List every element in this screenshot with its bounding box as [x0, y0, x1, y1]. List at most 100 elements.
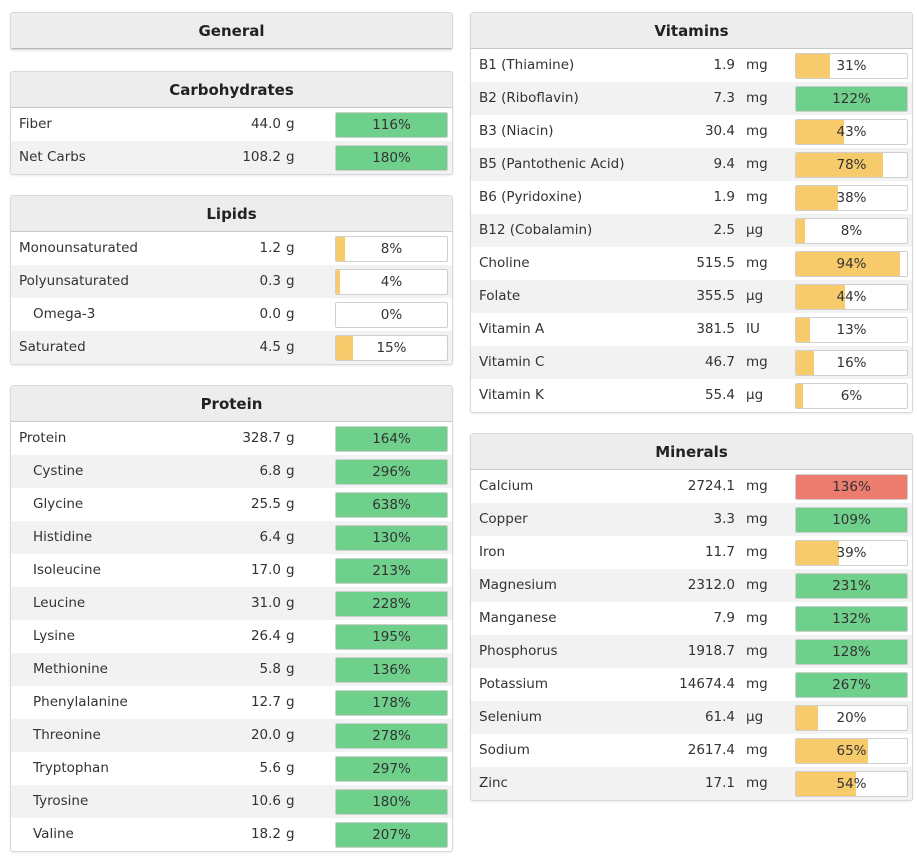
percent-bar: 228%: [335, 591, 448, 617]
percent-bar-fill: [796, 186, 839, 210]
nutrient-name: Threonine: [33, 727, 101, 743]
lipids-header: Lipids: [11, 196, 452, 232]
nutrient-row: Selenium 61.4 µg 20%: [471, 701, 912, 734]
nutrient-name: Calcium: [479, 478, 534, 494]
nutrient-amount: 1.9: [713, 57, 735, 73]
nutrient-amount: 2724.1: [687, 478, 735, 494]
percent-bar: 231%: [795, 573, 908, 599]
nutrient-unit: g: [286, 463, 295, 479]
nutrient-row: B2 (Riboflavin) 7.3 mg 122%: [471, 82, 912, 115]
nutrient-row: Omega-3 0.0 g 0%: [11, 298, 452, 331]
nutrient-unit: g: [286, 628, 295, 644]
percent-bar-fill: [336, 724, 447, 748]
percent-bar-fill: [336, 823, 447, 847]
vitamins-header: Vitamins: [471, 13, 912, 49]
protein-panel: Protein Protein 328.7 g 164% Cystine 6.8 g 296%…: [10, 385, 453, 852]
percent-bar: 16%: [795, 350, 908, 376]
nutrient-name: Copper: [479, 511, 528, 527]
nutrient-row: Phenylalanine 12.7 g 178%: [11, 686, 452, 719]
nutrient-row: Calcium 2724.1 mg 136%: [471, 470, 912, 503]
percent-label: 4%: [380, 274, 403, 290]
nutrient-amount: 12.7: [250, 694, 281, 710]
nutrient-unit: mg: [746, 123, 768, 139]
nutrient-name: B2 (Riboflavin): [479, 90, 579, 106]
nutrient-unit: g: [286, 430, 295, 446]
percent-bar: 122%: [795, 86, 908, 112]
protein-rows: Protein 328.7 g 164% Cystine 6.8 g 296% Glycine 2…: [11, 422, 452, 851]
percent-bar-fill: [336, 526, 447, 550]
nutrient-name: Zinc: [479, 775, 508, 791]
percent-bar: 4%: [335, 269, 448, 295]
percent-label: 228%: [372, 596, 411, 612]
nutrient-unit: g: [286, 694, 295, 710]
percent-label: 43%: [836, 124, 867, 140]
nutrient-row: Folate 355.5 µg 44%: [471, 280, 912, 313]
nutrient-row: B3 (Niacin) 30.4 mg 43%: [471, 115, 912, 148]
nutrient-name: Glycine: [33, 496, 84, 512]
percent-bar-fill: [796, 351, 814, 375]
percent-label: 54%: [836, 776, 867, 792]
percent-bar: 6%: [795, 383, 908, 409]
nutrient-amount: 31.0: [250, 595, 281, 611]
nutrient-unit: g: [286, 529, 295, 545]
nutrient-unit: mg: [746, 478, 768, 494]
nutrient-name: Net Carbs: [19, 149, 86, 165]
nutrient-name: Selenium: [479, 709, 542, 725]
nutrient-unit: mg: [746, 255, 768, 271]
nutrient-unit: mg: [746, 57, 768, 73]
nutrient-row: Leucine 31.0 g 228%: [11, 587, 452, 620]
percent-label: 16%: [836, 355, 867, 371]
nutrient-row: Vitamin A 381.5 IU 13%: [471, 313, 912, 346]
lipids-panel: Lipids Monounsaturated 1.2 g 8% Polyunsatura…: [10, 195, 453, 365]
percent-bar: 109%: [795, 507, 908, 533]
percent-bar: 180%: [335, 145, 448, 171]
nutrient-amount: 14674.4: [679, 676, 735, 692]
nutrient-amount: 1918.7: [687, 643, 735, 659]
nutrient-name: Vitamin C: [479, 354, 545, 370]
nutrient-unit: g: [286, 727, 295, 743]
nutrient-unit: mg: [746, 775, 768, 791]
nutrient-row: Potassium 14674.4 mg 267%: [471, 668, 912, 701]
nutrient-amount: 6.8: [259, 463, 281, 479]
nutrient-amount: 381.5: [696, 321, 735, 337]
lipids-rows: Monounsaturated 1.2 g 8% Polyunsaturated 0.3 g…: [11, 232, 452, 364]
nutrient-name: Magnesium: [479, 577, 557, 593]
nutrient-row: Isoleucine 17.0 g 213%: [11, 554, 452, 587]
percent-bar-fill: [796, 252, 901, 276]
nutrient-unit: g: [286, 240, 295, 256]
nutrient-row: Tyrosine 10.6 g 180%: [11, 785, 452, 818]
nutrient-name: Manganese: [479, 610, 557, 626]
percent-bar-fill: [336, 336, 353, 360]
nutrient-unit: g: [286, 116, 295, 132]
percent-bar: 296%: [335, 459, 448, 485]
nutrient-row: Lysine 26.4 g 195%: [11, 620, 452, 653]
carbohydrates-header: Carbohydrates: [11, 72, 452, 108]
percent-bar-fill: [336, 592, 447, 616]
percent-bar-fill: [796, 541, 840, 565]
percent-bar: 207%: [335, 822, 448, 848]
percent-bar-fill: [796, 475, 907, 499]
percent-bar: 39%: [795, 540, 908, 566]
nutrient-unit: mg: [746, 90, 768, 106]
percent-label: 178%: [372, 695, 411, 711]
minerals-header: Minerals: [471, 434, 912, 470]
percent-label: 65%: [836, 743, 867, 759]
nutrient-name: Polyunsaturated: [19, 273, 129, 289]
nutrient-unit: g: [286, 760, 295, 776]
carbohydrates-rows: Fiber 44.0 g 116% Net Carbs 108.2 g 180%: [11, 108, 452, 174]
percent-bar: 178%: [335, 690, 448, 716]
nutrient-row: Magnesium 2312.0 mg 231%: [471, 569, 912, 602]
nutrient-unit: mg: [746, 742, 768, 758]
nutrient-row: Polyunsaturated 0.3 g 4%: [11, 265, 452, 298]
nutrient-name: B12 (Cobalamin): [479, 222, 593, 238]
percent-bar-fill: [796, 640, 907, 664]
percent-label: 638%: [372, 497, 411, 513]
nutrient-unit: g: [286, 595, 295, 611]
percent-label: 278%: [372, 728, 411, 744]
nutrient-unit: µg: [746, 709, 764, 725]
percent-label: 94%: [836, 256, 867, 272]
nutrient-row: Glycine 25.5 g 638%: [11, 488, 452, 521]
carbohydrates-panel: Carbohydrates Fiber 44.0 g 116% Net Carbs 108…: [10, 71, 453, 175]
percent-bar: 31%: [795, 53, 908, 79]
nutrient-amount: 9.4: [713, 156, 735, 172]
